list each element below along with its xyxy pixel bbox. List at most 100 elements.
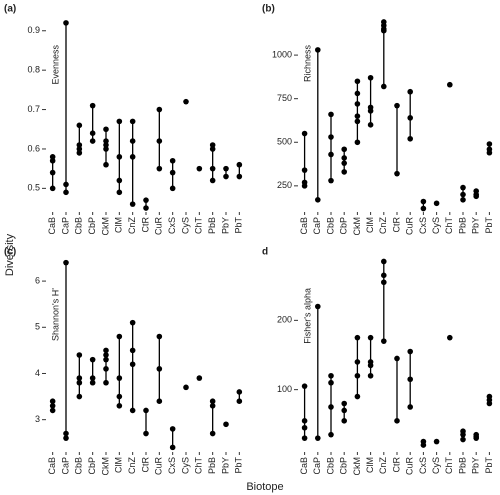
x-tick-label: PbY: [220, 457, 230, 474]
x-tick-label: CyS: [180, 217, 190, 234]
point: [169, 185, 176, 192]
point: [354, 101, 361, 107]
point: [328, 404, 334, 410]
x-tick-label: CaB: [299, 217, 309, 235]
point: [103, 142, 109, 148]
point: [76, 393, 83, 400]
point: [223, 421, 229, 428]
point: [103, 352, 109, 358]
point: [103, 356, 109, 363]
point: [129, 407, 136, 414]
x-tick-label: PbY: [471, 457, 481, 474]
point: [447, 334, 453, 341]
point: [89, 356, 96, 363]
point: [156, 165, 163, 172]
x-tick-label: CaP: [312, 217, 322, 235]
point: [301, 435, 308, 441]
point: [169, 169, 176, 176]
point: [236, 398, 243, 404]
x-tick-label: ChT: [194, 457, 204, 475]
x-tick-label: PbY: [471, 217, 481, 234]
x-tick-label: CaP: [60, 217, 70, 235]
point: [328, 111, 334, 118]
x-tick-label: ClM: [365, 457, 375, 473]
x-tick-label: CtR: [391, 217, 401, 233]
point: [89, 138, 96, 144]
point: [49, 407, 56, 414]
point: [103, 146, 109, 152]
point: [367, 74, 374, 81]
point: [420, 198, 427, 205]
point: [103, 347, 109, 354]
point: [156, 106, 163, 113]
point: [63, 430, 69, 437]
point: [129, 118, 136, 125]
point: [460, 184, 466, 191]
y-tick-label: 1000: [272, 49, 292, 59]
y-tick-label: 250: [277, 180, 292, 190]
x-axis-title: Biotope: [246, 481, 283, 493]
point: [486, 149, 493, 156]
point: [156, 333, 163, 340]
point: [103, 161, 109, 168]
y-tick-label: 6: [35, 275, 40, 285]
y-tick-label: 0.9: [27, 25, 40, 35]
point: [129, 201, 136, 207]
point: [76, 375, 83, 381]
y-axis-label: Richness: [302, 45, 312, 83]
point: [341, 400, 348, 407]
point: [169, 157, 176, 164]
point: [460, 436, 466, 443]
x-tick-label: PbT: [484, 457, 494, 474]
y-tick-label: 750: [277, 93, 292, 103]
point: [49, 154, 56, 160]
point: [49, 169, 56, 176]
x-tick-label: CaB: [47, 217, 57, 235]
y-axis-title: Diversity: [4, 233, 16, 276]
point: [301, 183, 308, 189]
point: [116, 375, 123, 381]
x-tick-label: CaP: [312, 457, 322, 475]
point: [407, 88, 414, 95]
point: [354, 334, 361, 341]
x-tick-label: CxS: [418, 457, 428, 474]
point: [328, 372, 334, 379]
x-tick-label: PbB: [457, 217, 467, 234]
y-tick-label: 100: [277, 384, 292, 394]
point: [341, 407, 348, 414]
x-tick-label: CaB: [47, 457, 57, 475]
x-tick-label: CnZ: [378, 217, 388, 235]
point: [367, 362, 374, 369]
point: [328, 431, 334, 438]
point: [407, 135, 414, 142]
point: [209, 146, 216, 152]
point: [103, 379, 109, 386]
point: [116, 154, 123, 160]
point: [354, 393, 361, 400]
point: [407, 348, 414, 355]
point: [116, 333, 123, 340]
point: [433, 200, 440, 207]
point: [354, 359, 361, 365]
x-tick-label: CuR: [405, 457, 415, 476]
x-tick-label: PbB: [207, 457, 217, 474]
point: [209, 430, 216, 437]
point: [354, 90, 361, 97]
point: [473, 193, 480, 200]
point: [76, 142, 83, 148]
y-tick-label: 3: [35, 414, 40, 424]
x-tick-label: CxS: [167, 217, 177, 234]
point: [143, 197, 149, 203]
y-axis-label: Shannon's H': [50, 288, 60, 341]
x-tick-label: CyS: [431, 217, 441, 234]
point: [103, 138, 109, 144]
point: [49, 185, 56, 192]
point: [433, 438, 440, 445]
x-tick-label: CkM: [100, 457, 110, 476]
point: [89, 130, 96, 136]
y-tick-label: 500: [277, 137, 292, 147]
point: [381, 83, 387, 90]
point: [223, 165, 229, 172]
x-tick-label: CaP: [60, 457, 70, 475]
x-tick-label: CbP: [87, 457, 97, 475]
